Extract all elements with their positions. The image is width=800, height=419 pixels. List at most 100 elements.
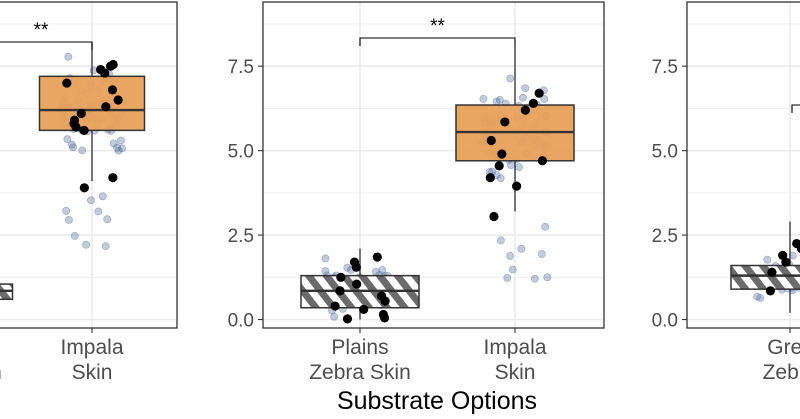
jitter-point (321, 267, 330, 276)
significance-bracket (791, 104, 800, 113)
individual-mean-point (79, 125, 89, 135)
panel-background (0, 2, 177, 328)
box-impala-skin (38, 42, 146, 251)
jitter-point (117, 136, 125, 145)
individual-mean-point (330, 301, 340, 311)
significance-bracket (0, 41, 93, 50)
jitter-point (496, 236, 505, 245)
jitter-point (496, 174, 505, 183)
jitter-point (530, 274, 539, 283)
panel-border (0, 1, 178, 329)
individual-mean-point (105, 61, 116, 71)
jitter-point (82, 240, 91, 249)
individual-mean-point (336, 272, 346, 282)
individual-mean-point (796, 244, 800, 253)
individual-mean-point (107, 85, 118, 95)
individual-mean-point (62, 78, 72, 88)
individual-mean-point (537, 156, 547, 166)
individual-mean-point (765, 286, 776, 296)
jitter-point (62, 206, 71, 215)
jitter-point (543, 273, 552, 282)
jitter-point (330, 312, 339, 321)
individual-mean-point (528, 98, 538, 108)
jitter-point (78, 146, 87, 155)
jitter-point (321, 254, 330, 263)
individual-mean-point (767, 267, 777, 277)
jitter-point (109, 139, 118, 148)
jitter-point (788, 251, 797, 260)
x-category-label-partial: n (0, 361, 2, 384)
individual-mean-point (351, 262, 361, 272)
jitter-point (103, 215, 112, 224)
individual-mean-point (781, 257, 791, 267)
significance-label: ** (430, 16, 445, 37)
y-tick-label: 7.5 (228, 57, 254, 78)
jitter-point (763, 255, 772, 264)
individual-mean-point (379, 313, 390, 323)
jitter-point (118, 144, 126, 153)
box-zebra-skin (300, 248, 420, 321)
significance-label: ** (34, 20, 49, 41)
individual-mean-point (335, 286, 345, 296)
individual-mean-point (342, 314, 353, 324)
individual-mean-point (497, 149, 507, 159)
significance-bracket (359, 37, 516, 46)
jitter-point (101, 242, 110, 251)
jitter-point (508, 265, 517, 274)
box-iqr (730, 264, 800, 290)
individual-mean-point (71, 122, 81, 132)
individual-mean-point (520, 105, 530, 115)
jitter-point (94, 207, 103, 216)
jitter-point (506, 74, 515, 83)
y-tick-label: 2.5 (652, 226, 678, 247)
jitter-point (506, 252, 514, 260)
jitter-point (87, 196, 95, 205)
individual-mean-point (108, 173, 118, 183)
jitter-point (503, 273, 512, 282)
jitter-point (63, 135, 72, 144)
jitter-point (507, 161, 515, 170)
individual-mean-point (100, 68, 110, 78)
x-category-label: Impala Skin (483, 336, 546, 384)
individual-mean-point (534, 88, 544, 98)
jitter-point (521, 84, 530, 93)
jitter-point (89, 66, 98, 75)
jitter-point (541, 222, 550, 231)
y-tick-label: 5.0 (228, 142, 254, 163)
individual-mean-point (76, 108, 86, 119)
individual-mean-point (380, 296, 390, 306)
box-zebra-skin (0, 283, 14, 301)
jitter-point (519, 93, 527, 102)
jitter-point (69, 143, 77, 152)
x-category-label: Plains Zebra Skin (309, 336, 411, 384)
individual-mean-point (494, 161, 504, 171)
x-axis-title: Substrate Options (337, 387, 537, 415)
x-category-label: GrevZebra (763, 336, 800, 384)
individual-mean-point (352, 279, 362, 289)
jitter-point (540, 95, 549, 103)
jitter-point (98, 192, 107, 201)
individual-mean-point (372, 252, 382, 262)
box-iqr (38, 75, 146, 132)
jitter-point (517, 244, 526, 253)
individual-mean-point (113, 95, 123, 105)
jitter-point (495, 95, 504, 104)
individual-mean-point (359, 304, 369, 315)
jitter-point (515, 163, 523, 172)
panel-border (262, 1, 605, 329)
individual-mean-point (101, 102, 111, 112)
y-tick-label: 0.0 (228, 311, 254, 332)
panel-right: 0.0 2.5 5.0 7.5 GrevZebra (652, 1, 800, 384)
y-tick-label: 5.0 (652, 142, 678, 163)
x-category-label: Impala Skin (60, 336, 123, 384)
y-tick-label: 7.5 (652, 57, 678, 78)
individual-mean-point (500, 117, 510, 127)
jitter-point (479, 94, 488, 103)
jitter-point (537, 250, 546, 258)
individual-mean-point (79, 183, 89, 193)
individual-mean-point (485, 173, 495, 183)
individual-mean-point (486, 135, 496, 146)
panel-middle: ** 0.0 2.5 5.0 7.5 Plains Zebra Skin Impala Skin (228, 1, 605, 384)
